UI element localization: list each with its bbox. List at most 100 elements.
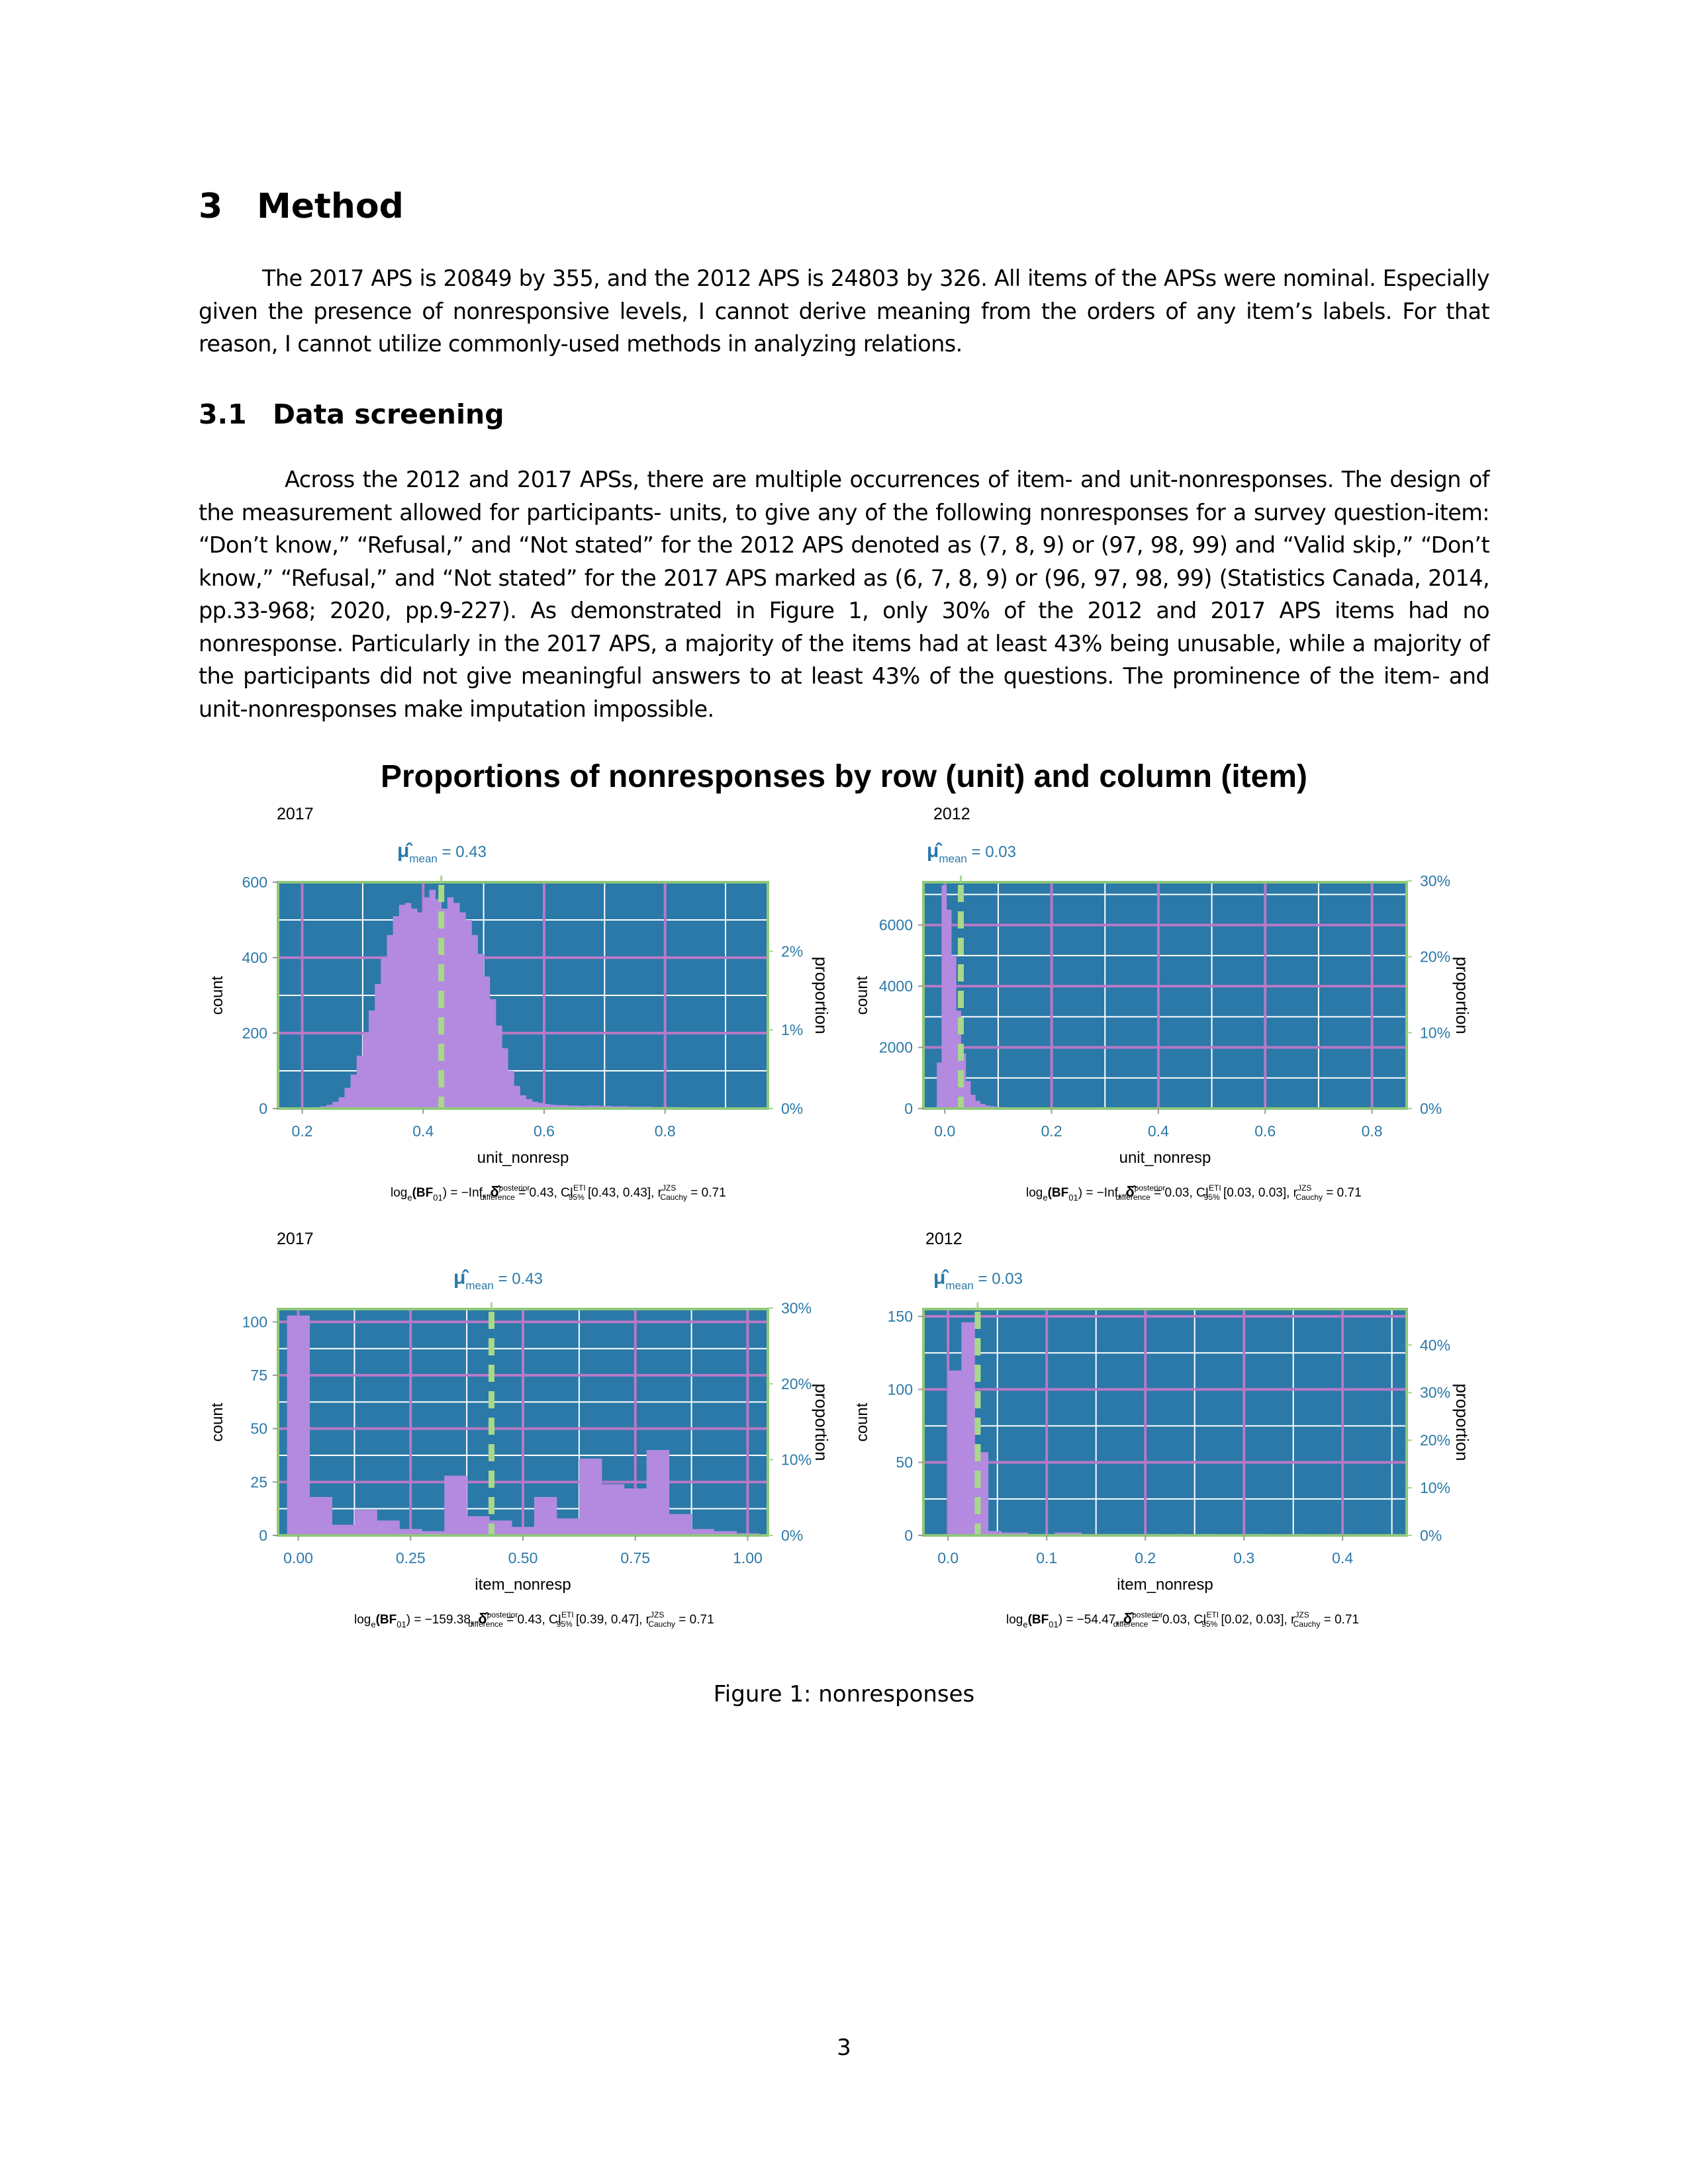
panel-border [922,881,1408,1110]
histogram-bar [495,1025,502,1109]
y2-tick-label: 1% [781,1021,803,1038]
histogram-panel-1: 0.2 0.4 0.6 0.8 0 200 400 600 0% 1% 2% unit_nonresp… [209,805,831,1203]
y2-axis-title: proportion [812,1383,831,1461]
x-tick-label: 0.75 [620,1549,650,1567]
histogram-bar [381,958,387,1109]
histogram-bar [937,1062,942,1109]
histogram-bar [369,1010,375,1109]
histogram-bar [974,1452,989,1535]
histogram-bar [532,1101,539,1109]
figure-title: Proportions of nonresponses by row (unit… [380,759,1307,794]
y-tick-label: 0 [259,1100,267,1117]
histogram-bar [1014,1532,1029,1535]
y-tick-label: 0 [259,1527,267,1544]
histogram-bar [467,1516,490,1535]
histogram-bar [441,908,448,1109]
histogram-bar [941,885,947,1109]
histogram-bars [287,1315,759,1535]
histogram-bar [951,955,957,1109]
histogram-bar [508,1071,514,1109]
y2-tick-label: 0% [781,1100,803,1117]
histogram-bar [338,1097,345,1109]
y2-axis-title: proportion [812,956,831,1034]
histogram-bar [483,976,491,1109]
panel-subtitle: 2012 [925,1230,962,1248]
y-axis-title: count [209,976,226,1015]
figure-caption: Figure 1: nonresponses [713,1681,975,1707]
x-axis-title: item_nonresp [1117,1576,1213,1594]
histogram-bar [624,1488,647,1535]
histogram-bar [568,1105,575,1109]
y-tick-label: 50 [896,1454,913,1471]
histogram-bar [350,1074,357,1109]
histogram-bar [946,909,952,1109]
x-tick-label: 0.2 [1041,1122,1062,1140]
y2-axis-title: proportion [1452,1383,1472,1461]
histogram-bar [586,1105,593,1109]
histogram-bar [356,1056,363,1109]
histogram-bar [332,1101,339,1109]
x-axis-title: item_nonresp [475,1576,571,1594]
histogram-bar [404,903,412,1109]
subsection-title: Data screening [273,398,504,430]
histogram-bar [526,1099,533,1109]
histogram-bar [423,897,430,1109]
histogram-bar [459,912,466,1109]
panel-border [922,1308,1408,1537]
x-tick-label: 0.2 [1135,1549,1156,1567]
x-tick-label: 0.00 [283,1549,313,1567]
histogram-bar [489,999,496,1109]
y-axis-title: count [853,976,871,1015]
histogram-bar [534,1496,557,1535]
histogram-bar [514,1085,520,1109]
histogram-bar [691,1529,715,1535]
panel-subtitle: 2017 [277,1230,314,1248]
y-tick-label: 4000 [879,978,913,995]
histogram-bar [592,1105,599,1109]
mean-annotation: μ̂mean = 0.43 [453,1267,543,1292]
y-tick-label: 25 [250,1473,267,1490]
mean-annotation: μ̂mean = 0.43 [397,840,487,865]
y-tick-label: 100 [888,1381,913,1398]
x-tick-label: 0.6 [534,1122,555,1140]
y2-tick-label: 0% [1420,1527,1442,1544]
histogram-bar [377,1520,400,1535]
y2-tick-label: 10% [1420,1479,1450,1496]
histogram-bar [375,983,381,1109]
x-axis-title: unit_nonresp [1119,1149,1211,1167]
histogram-panel-3: 0.00 0.25 0.50 0.75 1.00 0 25 50 75 100 0% 10% 20% 30… [209,1230,831,1629]
x-tick-label: 0.3 [1233,1549,1254,1567]
histogram-bar [326,1105,333,1109]
statistics-caption: loge(BF01) = −Inf, δ̂posterior difference… [391,1183,726,1203]
histogram-bar [417,912,424,1109]
histogram-bar [399,905,406,1109]
y-tick-label: 0 [904,1100,913,1117]
y2-tick-label: 10% [1420,1024,1450,1041]
mean-annotation: μ̂mean = 0.03 [927,840,1016,865]
y2-axis-title: proportion [1452,956,1472,1034]
histogram-bar [1055,1532,1068,1535]
section-title: Method [257,187,404,226]
histogram-bar [714,1531,737,1535]
y-axis-title: count [209,1402,226,1441]
histogram-bar [444,1475,467,1535]
histogram-bar [393,916,400,1109]
x-tick-label: 0.1 [1036,1549,1057,1567]
y2-tick-label: 20% [1420,948,1450,966]
statistics-caption: loge(BF01) = −54.47, δ̂posterior differen… [1006,1610,1359,1629]
subsection-number: 3.1 [199,398,247,430]
histogram-bar [975,1101,981,1109]
y2-tick-label: 30% [1420,1384,1450,1401]
y2-tick-label: 2% [781,942,803,960]
histogram-bar [447,897,454,1109]
y2-tick-label: 10% [781,1451,812,1468]
histogram-bar [410,908,418,1109]
y-tick-label: 400 [242,949,267,966]
panel-subtitle: 2012 [933,805,970,823]
histogram-bar [387,934,394,1109]
histogram-bar [512,1527,535,1535]
histogram-bar [520,1095,527,1109]
histogram-bar [961,1322,975,1535]
y-axis-title: count [853,1402,871,1441]
